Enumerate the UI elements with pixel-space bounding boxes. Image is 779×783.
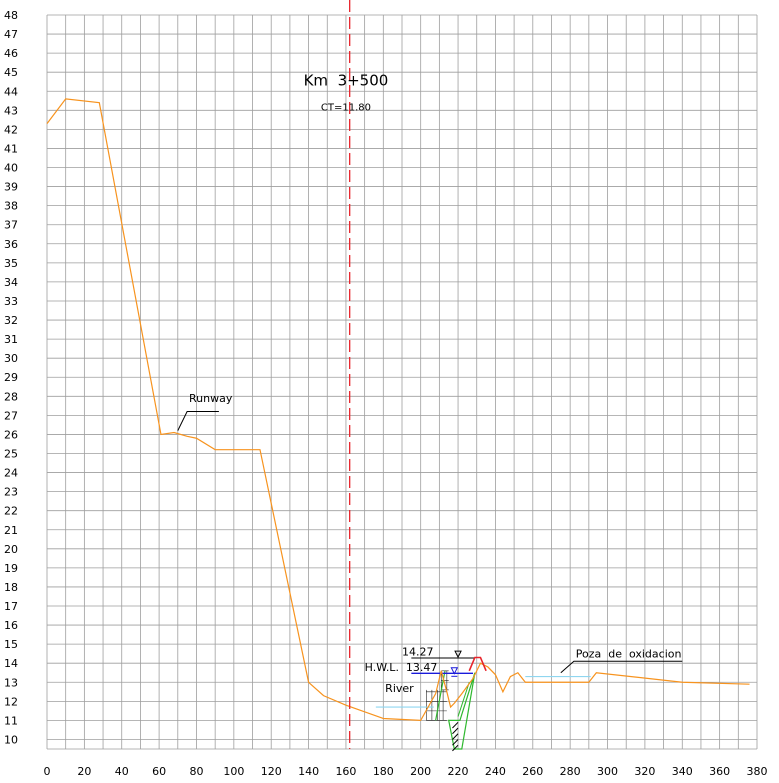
y-tick-label: 18: [4, 581, 18, 594]
y-tick-label: 14: [4, 657, 18, 670]
x-tick-label: 160: [335, 765, 356, 778]
y-tick-label: 13: [4, 676, 18, 689]
y-tick-label: 48: [4, 9, 18, 22]
y-tick-label: 30: [4, 352, 18, 365]
y-tick-label: 41: [4, 142, 18, 155]
x-tick-label: 200: [410, 765, 431, 778]
y-tick-label: 23: [4, 486, 18, 499]
y-tick-label: 35: [4, 257, 18, 270]
y-tick-label: 22: [4, 505, 18, 518]
y-tick-label: 11: [4, 714, 18, 727]
y-tick-label: 37: [4, 219, 18, 232]
x-tick-label: 20: [77, 765, 91, 778]
y-tick-label: 32: [4, 314, 18, 327]
pond-label: Poza de oxidacion: [576, 647, 682, 660]
y-tick-label: 44: [4, 85, 18, 98]
y-tick-label: 38: [4, 200, 18, 213]
y-tick-label: 10: [4, 733, 18, 746]
y-tick-label: 29: [4, 371, 18, 384]
x-tick-label: 240: [485, 765, 506, 778]
x-tick-label: 120: [261, 765, 282, 778]
section-subtitle: CT=11.80: [321, 102, 371, 113]
x-tick-label: 340: [672, 765, 693, 778]
x-tick-label: 320: [634, 765, 655, 778]
y-tick-label: 47: [4, 28, 18, 41]
x-tick-label: 220: [448, 765, 469, 778]
design-section-line: [468, 656, 487, 672]
x-tick-label: 260: [522, 765, 543, 778]
x-tick-label: 380: [747, 765, 768, 778]
hwl-label: H.W.L. 13.47: [365, 661, 438, 674]
x-tick-label: 60: [152, 765, 166, 778]
y-tick-label: 25: [4, 447, 18, 460]
y-tick-label: 12: [4, 695, 18, 708]
river-label: River: [385, 682, 414, 695]
level-14-27-label: 14.27: [402, 646, 434, 659]
x-tick-label: 180: [373, 765, 394, 778]
pond-leader-line: [560, 660, 683, 674]
y-tick-label: 17: [4, 600, 18, 613]
y-tick-label: 39: [4, 181, 18, 194]
y-tick-label: 45: [4, 66, 18, 79]
level-14-27-marker-icon: [454, 650, 462, 659]
y-tick-label: 24: [4, 467, 18, 480]
tick-labels: 10 11 12 13 14 15 16 17 18 19 20 21 22 23 24 25 26 27 28 29…: [4, 9, 768, 778]
grid: [46, 14, 758, 750]
y-tick-label: 15: [4, 638, 18, 651]
runway-leader-line: [177, 411, 219, 431]
y-tick-label: 46: [4, 47, 18, 60]
x-tick-label: 280: [560, 765, 581, 778]
y-tick-label: 26: [4, 428, 18, 441]
y-tick-label: 33: [4, 295, 18, 308]
annotations: Km 3+500 CT=11.80 Runway River Poza de o…: [177, 72, 683, 695]
ground-profile-line: [46, 98, 750, 722]
y-tick-label: 34: [4, 276, 18, 289]
x-tick-label: 140: [298, 765, 319, 778]
y-tick-label: 36: [4, 238, 18, 251]
hatch-left: [425, 689, 447, 721]
hwl-marker-icon: [450, 667, 459, 675]
water-lines: [375, 650, 591, 708]
x-tick-label: 80: [189, 765, 203, 778]
section-title: Km 3+500: [304, 72, 389, 90]
fill-inner-slope: [457, 682, 470, 717]
x-tick-label: 360: [709, 765, 730, 778]
x-tick-label: 40: [115, 765, 129, 778]
y-tick-label: 21: [4, 524, 18, 537]
y-tick-label: 28: [4, 390, 18, 403]
y-tick-label: 40: [4, 162, 18, 175]
y-tick-label: 27: [4, 409, 18, 422]
y-tick-label: 19: [4, 562, 18, 575]
runway-label: Runway: [189, 392, 233, 405]
hatch-diagonal: [452, 721, 459, 752]
y-tick-label: 16: [4, 619, 18, 632]
x-tick-label: 0: [44, 765, 51, 778]
y-tick-label: 31: [4, 333, 18, 346]
x-tick-label: 300: [597, 765, 618, 778]
cut-fill-areas: [425, 670, 476, 752]
y-tick-label: 43: [4, 104, 18, 117]
fill-wedge: [447, 672, 476, 750]
y-tick-label: 20: [4, 543, 18, 556]
x-tick-label: 100: [223, 765, 244, 778]
y-tick-label: 42: [4, 123, 18, 136]
